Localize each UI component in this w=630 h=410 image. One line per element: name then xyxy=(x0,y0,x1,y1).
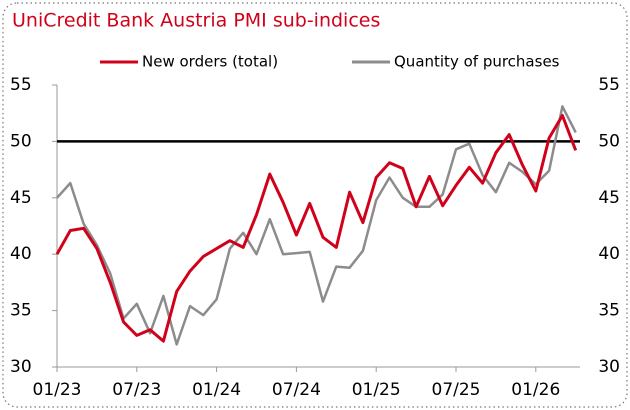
series-line xyxy=(55,114,578,343)
x-tick-label: 01/24 xyxy=(192,380,241,400)
chart-title: UniCredit Bank Austria PMI sub-indices xyxy=(12,10,380,32)
y2-tick-label: 50 xyxy=(598,131,620,151)
y2-tick-label: 40 xyxy=(598,244,620,264)
y2-tick-label: 55 xyxy=(598,75,620,95)
x-tick-label: 01/23 xyxy=(33,380,82,400)
y2-tick-label: 35 xyxy=(598,301,620,321)
y2-tick-label: 45 xyxy=(598,188,620,208)
y-tick-label: 35 xyxy=(10,301,32,321)
y2-tick-label: 30 xyxy=(598,357,620,377)
y-tick-label: 45 xyxy=(10,188,32,208)
y-tick-label: 40 xyxy=(10,244,32,264)
x-tick-label: 07/25 xyxy=(432,380,481,400)
x-tick-label: 07/23 xyxy=(112,380,161,400)
y-tick-label: 30 xyxy=(10,357,32,377)
legend-label: Quantity of purchases xyxy=(394,53,560,71)
y-tick-label: 55 xyxy=(10,75,32,95)
x-tick-label: 01/26 xyxy=(511,380,560,400)
series-line xyxy=(56,105,577,346)
x-tick-label: 07/24 xyxy=(272,380,321,400)
y-tick-label: 50 xyxy=(10,131,32,151)
x-tick-label: 01/25 xyxy=(352,380,401,400)
legend-label: New orders (total) xyxy=(142,53,278,71)
